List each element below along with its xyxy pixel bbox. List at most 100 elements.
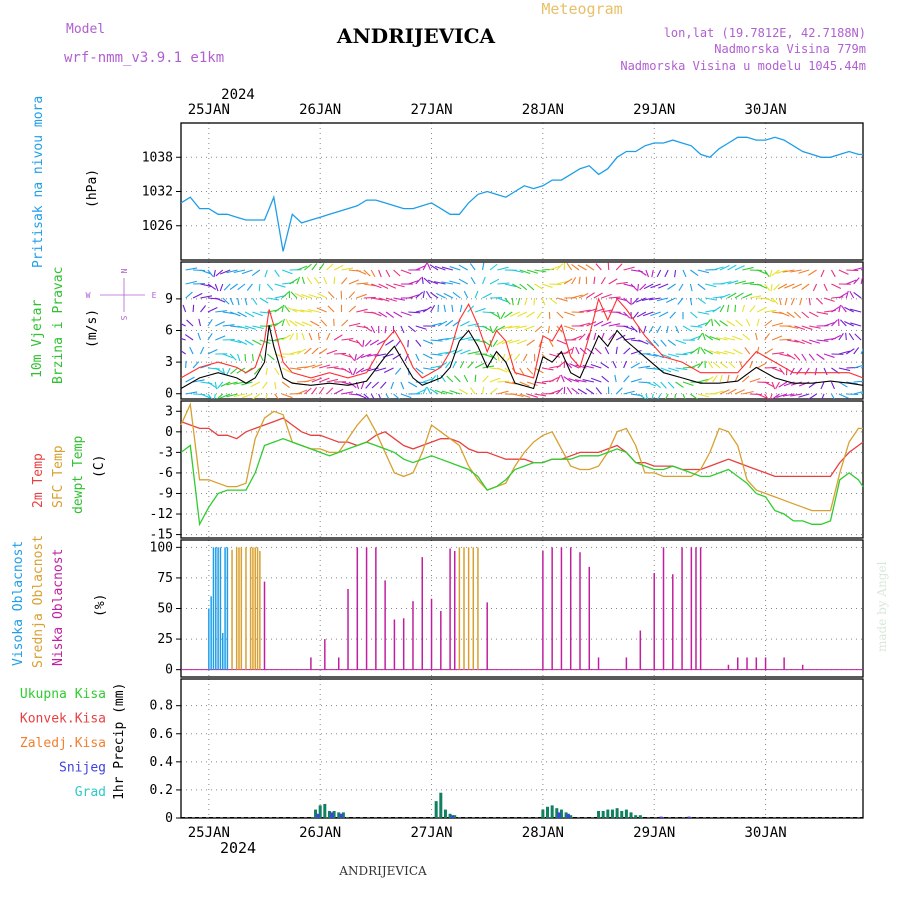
wind-arrow <box>660 381 667 389</box>
wind-arrow <box>233 381 246 385</box>
wind-arrow <box>443 292 454 299</box>
wind-arrow <box>296 265 308 271</box>
wind-arrow <box>704 319 711 327</box>
wind-arrow <box>773 283 780 291</box>
wind-arrow <box>426 262 432 271</box>
wind-arrow <box>560 374 565 383</box>
wind-arrow <box>425 290 432 299</box>
clouds-ytick-label-3: 75 <box>157 571 173 586</box>
wind-arrow <box>320 319 328 327</box>
wind-arrow <box>709 335 721 341</box>
wind-arrow <box>734 389 745 395</box>
wind-arrow <box>311 263 318 271</box>
wind-arrow <box>326 387 334 395</box>
wind-arrow <box>614 374 617 383</box>
wind-arrow <box>356 293 367 299</box>
wind-arrow <box>333 334 343 341</box>
wind-arrow <box>556 297 568 302</box>
wind-arrow <box>370 269 376 278</box>
wind-arrow <box>445 319 454 327</box>
temperature-ytick-label-5: 0 <box>165 425 173 440</box>
wind-arrow <box>326 378 339 383</box>
wind-arrow <box>327 305 335 313</box>
wind-arrow <box>595 263 602 271</box>
precip-bar-snijeg <box>687 816 691 818</box>
wind-arrow <box>341 267 354 271</box>
wind-arrow <box>482 365 495 369</box>
wind-arrow <box>348 305 357 313</box>
wind-arrow <box>556 374 561 383</box>
wind-arrow <box>189 346 194 355</box>
wind-arrow <box>786 353 796 360</box>
wind-arrow <box>853 267 863 271</box>
wind-arrow <box>436 292 446 299</box>
precip-bar-ukupna-kisa <box>439 792 443 818</box>
footer-station: ANDRIJEVICA <box>338 864 427 878</box>
compass-s: S <box>119 316 128 321</box>
wind-arrow <box>504 381 517 385</box>
wind-arrow <box>371 297 383 301</box>
wind-arrow <box>482 375 489 383</box>
wind-arrow <box>281 381 290 389</box>
wind-arrow <box>371 381 380 389</box>
wind-ylabel2: Brzina i Pravac <box>51 267 66 384</box>
wind-arrow <box>784 283 795 289</box>
wind-arrow <box>770 283 773 292</box>
wind-arrow <box>513 353 521 361</box>
wind-arrow <box>246 283 253 291</box>
precip-ytick-label-3: 0.6 <box>150 727 173 742</box>
wind-arrow <box>301 332 305 341</box>
pressure-ytick-label-0: 1026 <box>142 219 173 234</box>
wind-arrow <box>207 381 217 388</box>
wind-arrow <box>266 283 274 291</box>
top-day-label-4: 29JAN <box>633 102 675 118</box>
wind-arrow <box>360 381 365 390</box>
wind-arrow <box>222 353 234 359</box>
wind-arrow <box>642 311 654 317</box>
wind-arrow <box>742 293 753 299</box>
wind-arrow <box>378 269 382 278</box>
wind-arrow <box>250 381 261 388</box>
wind-arrow <box>430 304 436 313</box>
wind-arrow <box>300 309 312 313</box>
precip-bar-ukupna-kisa <box>597 810 601 818</box>
wind-arrow <box>630 283 638 291</box>
wind-arrow <box>664 269 669 278</box>
wind-arrow <box>304 364 316 369</box>
wind-arrow <box>213 269 216 278</box>
page-title: ANDRIJEVICA <box>336 24 496 48</box>
wind-arrow <box>215 367 225 374</box>
wind-arrow <box>742 266 754 271</box>
wind-arrow <box>426 386 432 395</box>
wind-arrow <box>830 381 835 390</box>
wind-arrow <box>808 297 811 306</box>
wind-arrow <box>709 350 721 355</box>
wind-arrow <box>500 311 506 320</box>
wind-arrow <box>497 390 509 395</box>
wind-arrow <box>251 353 254 362</box>
wind-arrow <box>801 325 813 330</box>
wind-arrow <box>689 297 693 306</box>
wind-arrow <box>719 265 730 271</box>
wind-arrow <box>854 333 862 341</box>
wind-arrow <box>258 283 261 292</box>
wind-arrow <box>252 339 262 346</box>
clouds-ytick-label-2: 50 <box>157 602 173 617</box>
bottom-day-label-2: 27JAN <box>410 825 452 841</box>
wind-arrow <box>492 339 498 348</box>
wind-arrow <box>436 374 439 383</box>
wind-arrow <box>831 283 842 289</box>
wind-arrow <box>816 353 825 360</box>
wind-arrow <box>705 283 717 288</box>
wind-arrow <box>384 325 387 334</box>
precip-bar-ukupna-kisa <box>620 810 624 818</box>
wind-arrow <box>690 325 703 328</box>
wind-arrow <box>697 333 703 341</box>
wind-arrow <box>801 353 807 361</box>
wind-arrow <box>749 393 762 396</box>
wind-arrow <box>415 389 426 395</box>
wind-arrow <box>407 339 409 348</box>
bottom-day-label-0: 25JAN <box>188 825 230 841</box>
wind-arrow <box>408 280 420 285</box>
